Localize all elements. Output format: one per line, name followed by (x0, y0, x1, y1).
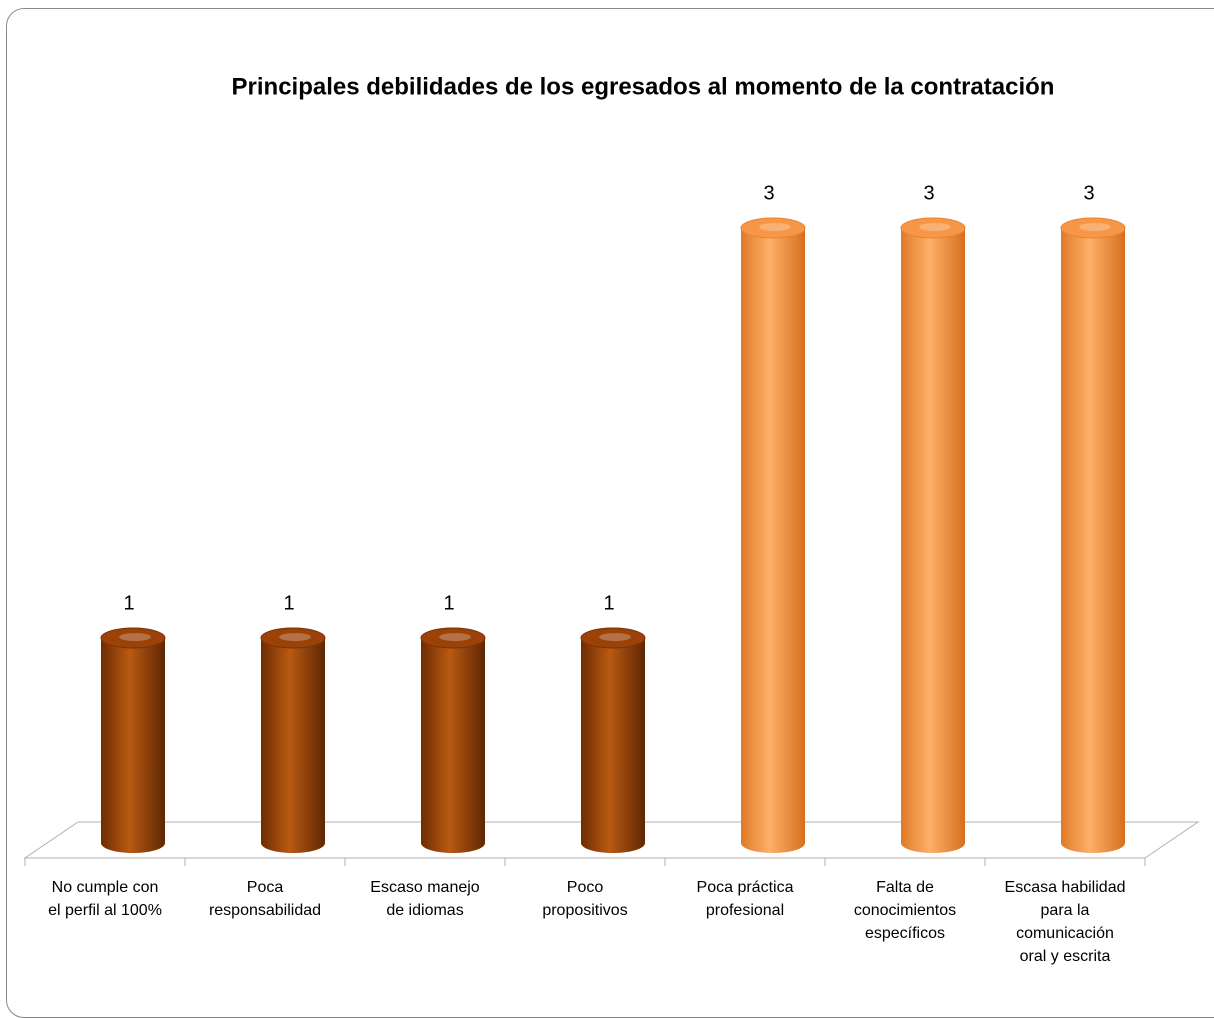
x-tick-label: Escaso manejo de idiomas (370, 879, 480, 919)
bar-top-highlight (759, 223, 791, 231)
value-label: 3 (763, 182, 774, 204)
bar-top (420, 627, 486, 649)
bar-top (100, 627, 166, 649)
x-tick-label: Escasa habilidad para la comunicación or… (1004, 879, 1126, 965)
value-label: 1 (443, 592, 454, 614)
x-tick-label: No cumple con el perfil al 100% (48, 879, 162, 919)
x-tick-label: Poca responsabilidad (208, 879, 322, 919)
x-tick-label: Poca práctica profesional (696, 879, 794, 919)
bar (1061, 228, 1125, 843)
x-tick-label: Falta de conocimientos específicos (853, 879, 957, 942)
bar (261, 638, 325, 843)
bar (741, 228, 805, 843)
bar-top (1060, 217, 1126, 239)
bar (421, 638, 485, 843)
bar (581, 638, 645, 843)
x-tick-label: Poco propositivos (542, 879, 628, 919)
chart-title: Principales debilidades de los egresados… (232, 73, 1055, 100)
bar-top (740, 217, 806, 239)
bar-top-highlight (279, 633, 311, 641)
bar-top-highlight (119, 633, 151, 641)
value-label: 1 (283, 592, 294, 614)
value-label: 1 (603, 592, 614, 614)
bar (101, 638, 165, 843)
bar-top (900, 217, 966, 239)
bar (901, 228, 965, 843)
bar-top-highlight (1079, 223, 1111, 231)
value-label: 3 (1083, 182, 1094, 204)
value-label: 1 (123, 592, 134, 614)
bar-top (260, 627, 326, 649)
bar-top-highlight (599, 633, 631, 641)
bar-top (580, 627, 646, 649)
bar-top-highlight (919, 223, 951, 231)
value-label: 3 (923, 182, 934, 204)
bar-top-highlight (439, 633, 471, 641)
